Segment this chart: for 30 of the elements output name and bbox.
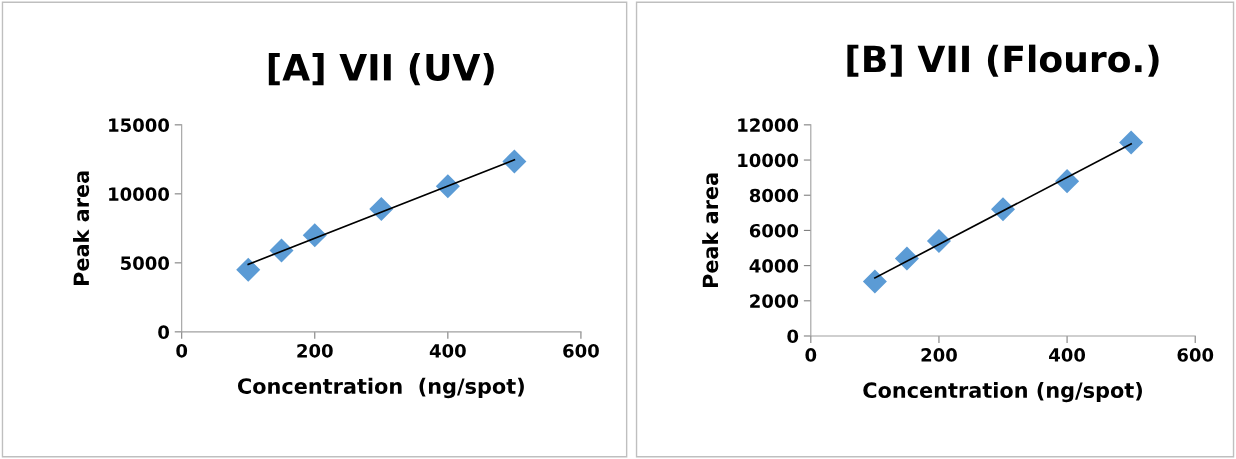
y-tick-label: 2000 [750,294,799,308]
y-axis-title: Peak area [73,171,90,285]
y-axis-title: Peak area [702,173,719,288]
x-tick-label: 400 [429,343,466,358]
y-tick-label: 0 [787,329,799,344]
x-axis-title: Concentration (ng/spot) [237,377,524,399]
x-tick-label: 0 [805,348,817,362]
chart-title: [A] VII (UV) [268,52,494,86]
x-tick-label: 600 [563,343,599,358]
y-tick-label: 5000 [121,256,170,270]
y-tick-label: 8000 [749,188,799,203]
y-tick-label: 10000 [109,187,170,201]
x-tick-label: 0 [176,343,188,358]
y-tick-label: 12000 [738,118,799,132]
point [236,257,261,282]
y-tick-label: 15000 [109,118,170,132]
y-tick-label: 0 [158,325,170,339]
x-tick-label: 600 [1177,348,1214,362]
point [502,149,527,174]
x-tick-label: 200 [921,348,957,362]
point [1119,130,1144,155]
chart-title: [B] VII (Flouro.) [847,44,1159,77]
x-axis-title: Concentration (ng/spot) [863,381,1142,403]
point [862,269,887,294]
x-tick-label: 200 [297,343,333,358]
y-tick-label: 6000 [749,223,799,238]
x-tick-label: 400 [1049,348,1086,362]
y-tick-label: 4000 [749,259,799,273]
y-tick-label: 10000 [738,153,799,168]
point [990,197,1016,222]
